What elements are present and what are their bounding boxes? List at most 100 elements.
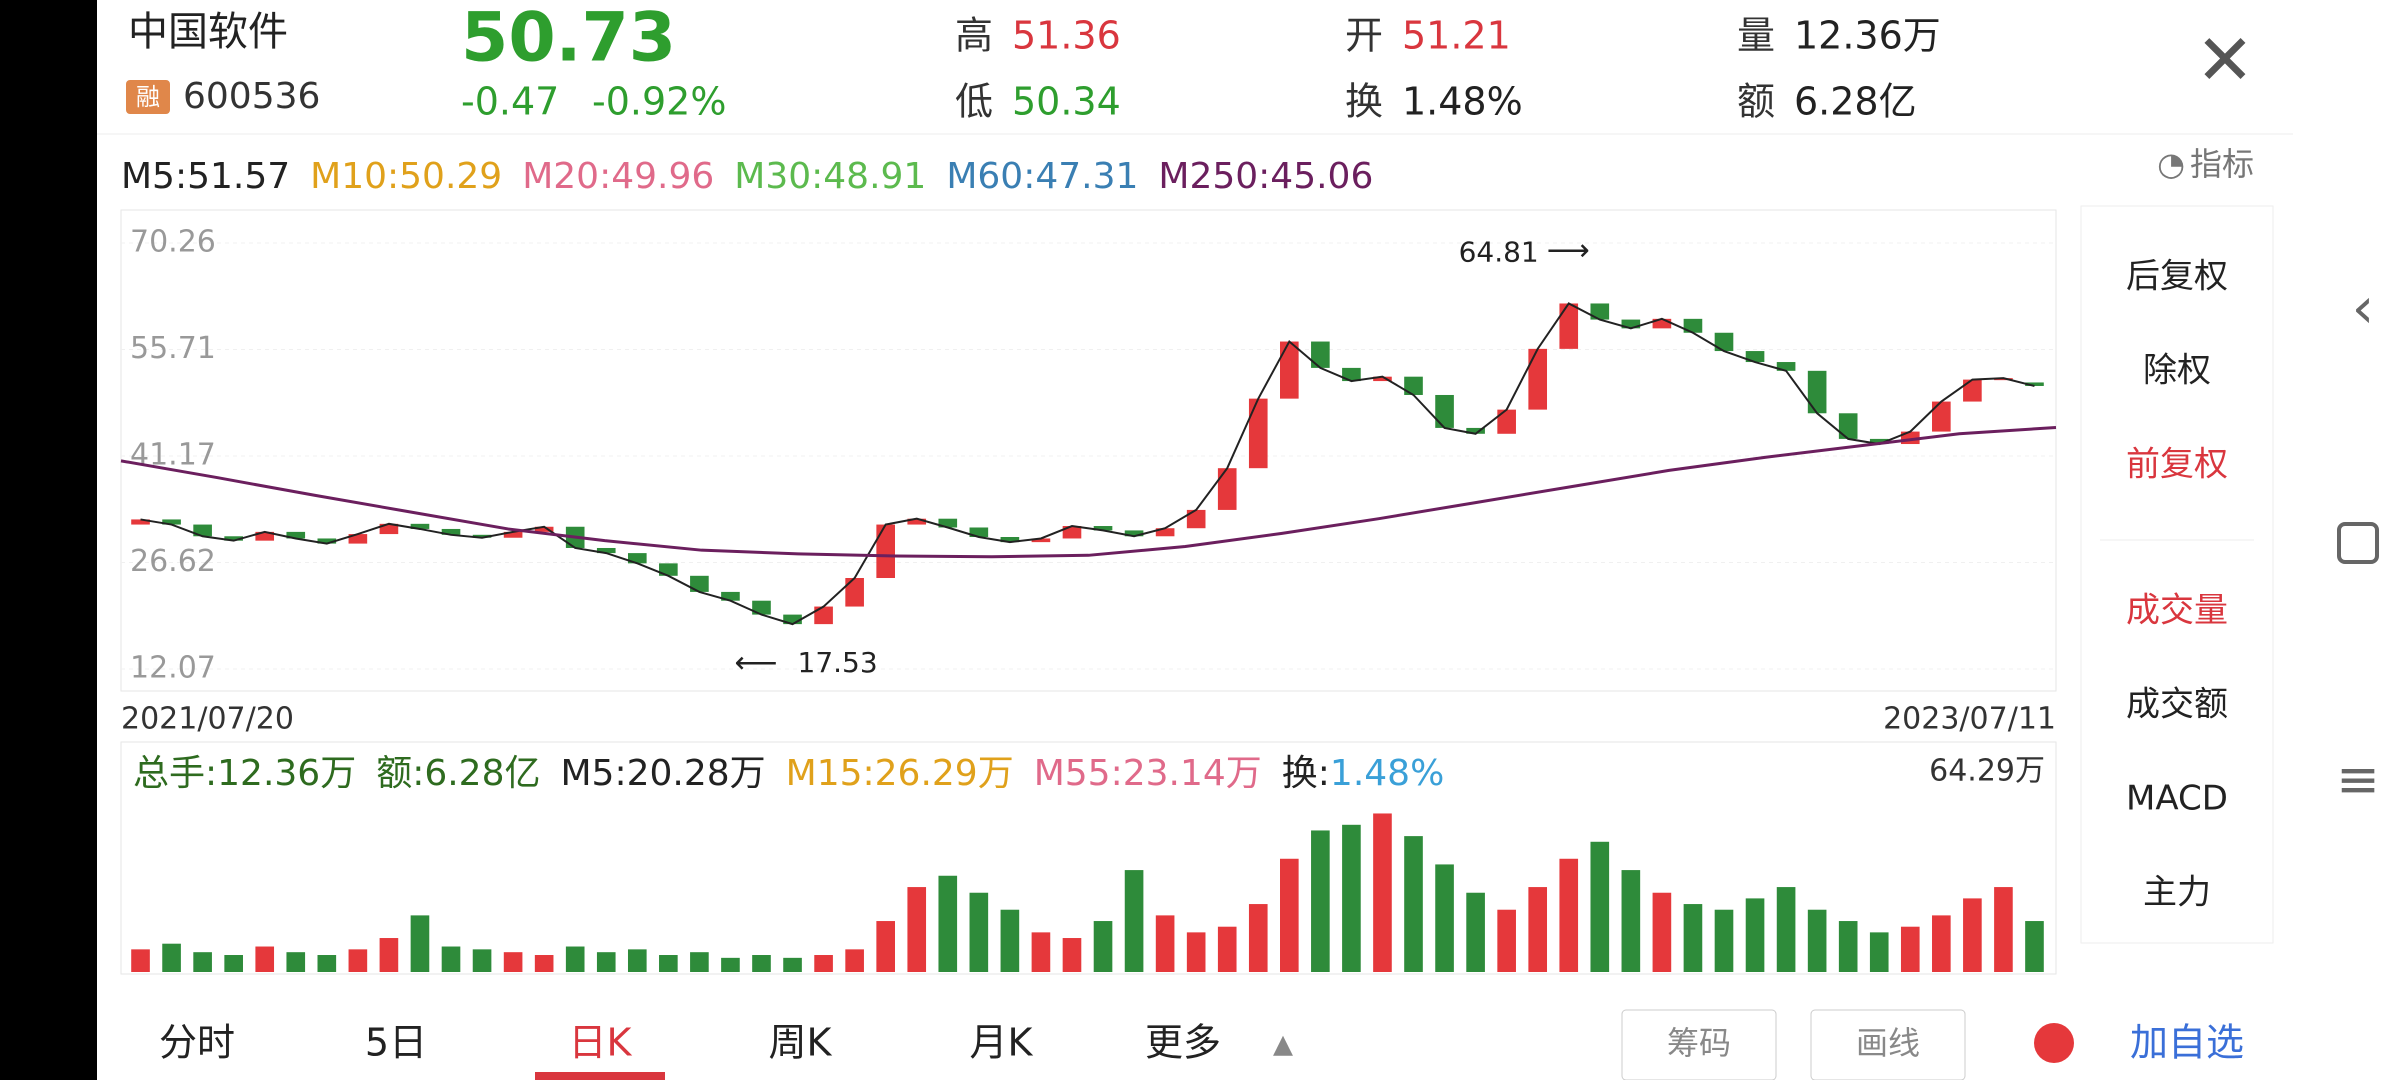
candle [1031, 538, 1051, 543]
add-icon [2034, 1023, 2074, 1063]
volume-bar [596, 952, 616, 972]
volume-legend: 换: [1282, 753, 1330, 794]
side-item[interactable]: 前复权 [2126, 445, 2228, 485]
volume-bar [379, 938, 399, 972]
high-arrow: ⟶ [1547, 233, 1590, 268]
candle [1559, 303, 1579, 349]
volume-bar [1776, 887, 1796, 972]
volume-bar [1435, 864, 1454, 972]
stat-label: 额 [1737, 80, 1775, 124]
nav-back[interactable]: ‹ [2352, 276, 2374, 341]
end-date: 2023/07/11 [1883, 702, 2056, 737]
volume-legend: M15:26.29万 [786, 753, 1014, 794]
volume-bar [1559, 858, 1579, 972]
volume-bar [1807, 909, 1827, 972]
price: 50.73 [461, 0, 676, 78]
volume-bar [783, 957, 802, 972]
low-arrow: ⟵ [735, 646, 778, 681]
volume-bar [1497, 909, 1516, 972]
volume-bar [1280, 858, 1299, 972]
volume-bar [131, 949, 150, 972]
stock-code: 600536 [183, 76, 320, 117]
side-item[interactable]: 除权 [2143, 351, 2211, 391]
tab[interactable]: 周K [769, 1021, 833, 1065]
stat-value: 6.28亿 [1794, 80, 1917, 124]
stock-name: 中国软件 [128, 9, 288, 55]
side-item[interactable]: 主力 [2143, 873, 2211, 913]
candle [1248, 398, 1268, 469]
candle [907, 518, 927, 525]
candle [1621, 319, 1641, 329]
add-button[interactable]: 加自选 [2130, 1021, 2244, 1065]
y-tick-label: 41.17 [130, 437, 216, 472]
candle [1869, 438, 1889, 445]
stat-value: 1.48% [1402, 80, 1523, 124]
candle [1652, 318, 1672, 329]
low-label: 17.53 [798, 646, 878, 679]
tab[interactable]: 日K [569, 1021, 633, 1065]
close-button[interactable]: ✕ [2196, 19, 2255, 101]
volume-bar [1062, 938, 1082, 972]
candle [472, 534, 492, 538]
volume-legend: 额:6.28亿 [376, 753, 540, 794]
indicator-button[interactable]: 指标 [2190, 145, 2254, 183]
stat-label: 开 [1345, 14, 1383, 58]
candle [1932, 401, 1951, 432]
side-item[interactable]: 后复权 [2126, 257, 2228, 297]
candle [1590, 303, 1610, 320]
tab[interactable]: 分时 [159, 1021, 235, 1065]
candle [845, 578, 864, 607]
stat-value: 51.21 [1402, 14, 1511, 58]
candle [255, 531, 275, 541]
candle [783, 614, 802, 625]
volume-bar [938, 875, 958, 972]
side-item[interactable]: 成交量 [2126, 591, 2228, 631]
candle [1000, 537, 1020, 543]
candle [348, 534, 368, 544]
volume-bar [317, 955, 337, 972]
volume-bar [721, 957, 740, 972]
candle [752, 600, 771, 615]
candle [534, 526, 554, 532]
side-item[interactable]: 成交额 [2126, 685, 2228, 725]
nav-menu[interactable]: ≡ [2336, 750, 2380, 810]
tab[interactable]: 更多 [1145, 1021, 1221, 1065]
tab[interactable]: 5日 [365, 1021, 427, 1065]
volume-legend: M55:23.14万 [1034, 753, 1262, 794]
volume-bar [1373, 813, 1392, 972]
candle [1186, 509, 1206, 529]
volume-bar [1900, 926, 1920, 972]
volume-bar [1466, 892, 1485, 972]
y-tick-label: 12.07 [130, 651, 216, 686]
tab[interactable]: 月K [970, 1021, 1034, 1065]
volume-bar [286, 952, 306, 972]
ma-legend: M20:49.96 [522, 156, 714, 197]
volume-bar [1124, 870, 1144, 972]
stat-value: 51.36 [1012, 14, 1121, 58]
volume-bar [1714, 909, 1734, 972]
volume-bar [1652, 892, 1672, 972]
stat-value: 12.36万 [1794, 14, 1941, 58]
volume-bar [1932, 915, 1951, 972]
candle [1342, 367, 1361, 382]
side-item[interactable]: MACD [2126, 779, 2228, 819]
candle [379, 523, 399, 535]
candle [286, 531, 306, 539]
volume-bar [1590, 841, 1610, 972]
volume-bar [690, 952, 709, 972]
indicator-icon[interactable]: ◔ [2157, 145, 2185, 183]
ma-legend: M60:47.31 [946, 156, 1138, 197]
side-panel [2080, 205, 2274, 944]
candle [659, 563, 678, 576]
tab-underline [535, 1072, 665, 1080]
volume-legend: M5:20.28万 [561, 753, 766, 794]
close-line [140, 302, 2035, 626]
candle [1062, 526, 1082, 539]
button[interactable]: 筹码 [1667, 1024, 1731, 1062]
volume-max: 64.29万 [1929, 754, 2045, 789]
volume-bar [224, 955, 243, 972]
nav-home[interactable] [2337, 522, 2379, 564]
button[interactable]: 画线 [1856, 1024, 1920, 1062]
nav-bar [2293, 0, 2400, 1080]
